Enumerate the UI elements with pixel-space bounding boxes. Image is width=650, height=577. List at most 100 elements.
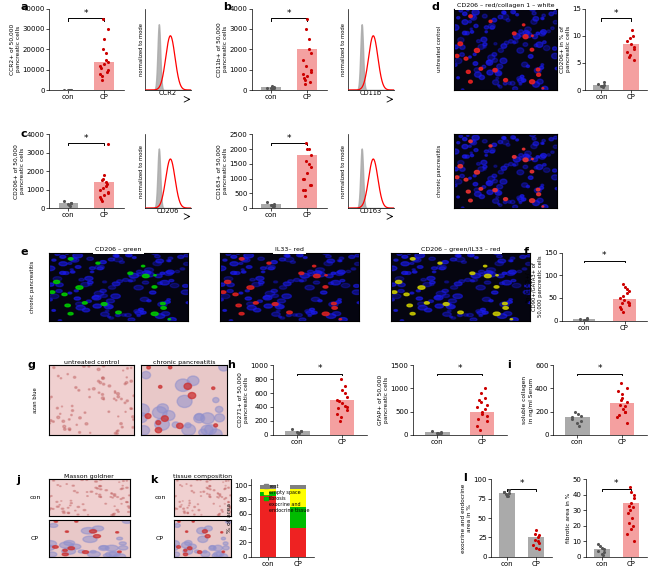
Circle shape — [443, 312, 451, 316]
Circle shape — [229, 495, 231, 496]
Point — [287, 425, 297, 434]
Circle shape — [534, 68, 541, 73]
Point — [101, 178, 111, 187]
Circle shape — [54, 520, 58, 522]
Circle shape — [460, 45, 465, 50]
Point — [628, 503, 638, 512]
Circle shape — [101, 377, 104, 379]
Circle shape — [268, 267, 274, 269]
Circle shape — [183, 284, 188, 287]
Circle shape — [503, 201, 507, 204]
Circle shape — [517, 271, 522, 272]
Circle shape — [493, 58, 497, 62]
Circle shape — [311, 297, 320, 301]
Circle shape — [460, 53, 464, 57]
Circle shape — [472, 135, 479, 140]
Point — [618, 393, 628, 402]
Circle shape — [135, 404, 150, 416]
Point — [266, 200, 276, 209]
Circle shape — [63, 512, 65, 514]
Point — [299, 79, 309, 88]
Point — [299, 186, 309, 195]
Circle shape — [391, 294, 401, 298]
Circle shape — [136, 273, 142, 276]
Circle shape — [246, 302, 254, 306]
Point — [626, 524, 636, 534]
Circle shape — [537, 198, 543, 203]
Circle shape — [116, 431, 118, 432]
Circle shape — [329, 302, 338, 306]
Circle shape — [229, 511, 231, 512]
Circle shape — [93, 295, 99, 299]
Circle shape — [221, 509, 222, 511]
Circle shape — [108, 385, 111, 387]
Circle shape — [454, 63, 457, 66]
Point — [103, 24, 113, 33]
Circle shape — [124, 402, 126, 404]
Circle shape — [49, 291, 55, 294]
Circle shape — [511, 10, 515, 14]
Circle shape — [519, 33, 523, 36]
Circle shape — [411, 257, 419, 261]
Circle shape — [261, 271, 265, 273]
Circle shape — [299, 254, 303, 257]
Circle shape — [526, 185, 530, 188]
Circle shape — [247, 305, 256, 310]
Point — [301, 61, 311, 70]
Circle shape — [156, 259, 164, 263]
Circle shape — [547, 153, 551, 156]
Circle shape — [296, 313, 302, 317]
Circle shape — [187, 512, 188, 514]
Circle shape — [59, 262, 67, 266]
Circle shape — [552, 169, 557, 172]
Circle shape — [521, 78, 526, 82]
Circle shape — [337, 260, 341, 261]
Circle shape — [68, 428, 71, 430]
Circle shape — [53, 367, 55, 369]
Circle shape — [166, 260, 170, 261]
Circle shape — [532, 82, 540, 87]
Point — [302, 14, 312, 24]
Point — [301, 138, 311, 148]
Bar — [261, 87, 281, 90]
Circle shape — [120, 422, 122, 425]
Circle shape — [472, 9, 479, 15]
Circle shape — [477, 310, 486, 315]
Point — [295, 427, 306, 436]
Circle shape — [459, 135, 463, 137]
Point — [616, 378, 626, 387]
Circle shape — [109, 552, 120, 557]
Circle shape — [61, 508, 64, 509]
Circle shape — [99, 546, 109, 550]
Circle shape — [134, 286, 143, 290]
Circle shape — [231, 271, 237, 275]
Circle shape — [184, 254, 189, 257]
Circle shape — [469, 140, 473, 143]
Circle shape — [486, 60, 493, 65]
Point — [306, 180, 317, 189]
Circle shape — [216, 552, 224, 557]
Point — [98, 75, 108, 84]
Circle shape — [401, 262, 410, 266]
Point — [95, 69, 105, 78]
Circle shape — [57, 376, 59, 377]
Circle shape — [83, 509, 86, 511]
Circle shape — [101, 312, 109, 316]
Circle shape — [224, 280, 231, 283]
Circle shape — [160, 280, 170, 285]
Circle shape — [541, 63, 543, 66]
Circle shape — [101, 397, 105, 399]
Point — [96, 176, 107, 185]
Circle shape — [519, 153, 523, 157]
Circle shape — [87, 551, 100, 557]
Circle shape — [513, 87, 517, 91]
Circle shape — [532, 35, 533, 36]
Circle shape — [467, 9, 469, 11]
Point — [629, 55, 639, 65]
Circle shape — [207, 488, 209, 489]
Point — [96, 63, 106, 72]
Circle shape — [460, 174, 464, 178]
Circle shape — [236, 304, 241, 307]
Circle shape — [456, 257, 465, 262]
Circle shape — [209, 489, 211, 490]
